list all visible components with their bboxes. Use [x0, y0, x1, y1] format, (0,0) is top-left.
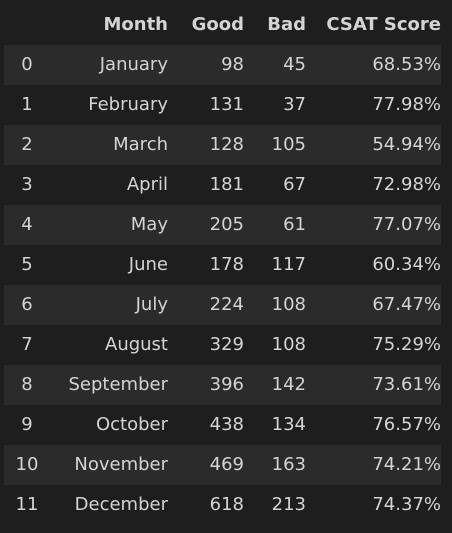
table-row: 5 June 178 117 60.34%	[4, 245, 441, 285]
table-row: 10 November 469 163 74.21%	[4, 445, 441, 485]
bad-cell: 213	[244, 485, 306, 525]
month-cell: May	[50, 205, 168, 245]
table-row: 3 April 181 67 72.98%	[4, 165, 441, 205]
table-header: Month Good Bad CSAT Score	[4, 5, 441, 45]
good-cell: 224	[168, 285, 244, 325]
month-cell: December	[50, 485, 168, 525]
table-row: 0 January 98 45 68.53%	[4, 45, 441, 85]
csat-score-cell: 73.61%	[306, 365, 441, 405]
header-month: Month	[50, 5, 168, 45]
bad-cell: 105	[244, 125, 306, 165]
row-index-cell: 10	[4, 445, 50, 485]
month-cell: February	[50, 85, 168, 125]
bad-cell: 117	[244, 245, 306, 285]
month-cell: November	[50, 445, 168, 485]
csat-score-cell: 76.57%	[306, 405, 441, 445]
bad-cell: 67	[244, 165, 306, 205]
table-row: 2 March 128 105 54.94%	[4, 125, 441, 165]
bad-cell: 108	[244, 285, 306, 325]
table-row: 6 July 224 108 67.47%	[4, 285, 441, 325]
good-cell: 329	[168, 325, 244, 365]
row-index-cell: 6	[4, 285, 50, 325]
row-index-cell: 2	[4, 125, 50, 165]
header-index	[4, 5, 50, 45]
row-index-cell: 1	[4, 85, 50, 125]
bad-cell: 142	[244, 365, 306, 405]
good-cell: 178	[168, 245, 244, 285]
table-row: 7 August 329 108 75.29%	[4, 325, 441, 365]
csat-score-cell: 77.07%	[306, 205, 441, 245]
csat-score-cell: 74.21%	[306, 445, 441, 485]
good-cell: 469	[168, 445, 244, 485]
bad-cell: 37	[244, 85, 306, 125]
good-cell: 205	[168, 205, 244, 245]
csat-score-cell: 68.53%	[306, 45, 441, 85]
header-bad: Bad	[244, 5, 306, 45]
table-row: 1 February 131 37 77.98%	[4, 85, 441, 125]
month-cell: April	[50, 165, 168, 205]
table-row: 9 October 438 134 76.57%	[4, 405, 441, 445]
month-cell: September	[50, 365, 168, 405]
row-index-cell: 0	[4, 45, 50, 85]
row-index-cell: 3	[4, 165, 50, 205]
bad-cell: 45	[244, 45, 306, 85]
month-cell: March	[50, 125, 168, 165]
table-row: 11 December 618 213 74.37%	[4, 485, 441, 525]
row-index-cell: 4	[4, 205, 50, 245]
good-cell: 618	[168, 485, 244, 525]
header-good: Good	[168, 5, 244, 45]
csat-score-cell: 77.98%	[306, 85, 441, 125]
good-cell: 396	[168, 365, 244, 405]
row-index-cell: 9	[4, 405, 50, 445]
csat-score-cell: 72.98%	[306, 165, 441, 205]
csat-score-cell: 75.29%	[306, 325, 441, 365]
header-csat-score: CSAT Score	[306, 5, 441, 45]
bad-cell: 61	[244, 205, 306, 245]
csat-score-cell: 60.34%	[306, 245, 441, 285]
row-index-cell: 8	[4, 365, 50, 405]
csat-score-cell: 74.37%	[306, 485, 441, 525]
row-index-cell: 11	[4, 485, 50, 525]
table-row: 8 September 396 142 73.61%	[4, 365, 441, 405]
dataframe-table: Month Good Bad CSAT Score 0 January 98 45 68…	[4, 5, 441, 525]
good-cell: 438	[168, 405, 244, 445]
month-cell: July	[50, 285, 168, 325]
month-cell: January	[50, 45, 168, 85]
month-cell: August	[50, 325, 168, 365]
csat-score-cell: 67.47%	[306, 285, 441, 325]
good-cell: 128	[168, 125, 244, 165]
row-index-cell: 7	[4, 325, 50, 365]
month-cell: June	[50, 245, 168, 285]
table-row: 4 May 205 61 77.07%	[4, 205, 441, 245]
month-cell: October	[50, 405, 168, 445]
bad-cell: 163	[244, 445, 306, 485]
good-cell: 181	[168, 165, 244, 205]
bad-cell: 108	[244, 325, 306, 365]
table-body: 0 January 98 45 68.53% 1 February 131 37 77.98% 2 M…	[4, 45, 441, 525]
header-row: Month Good Bad CSAT Score	[4, 5, 441, 45]
good-cell: 131	[168, 85, 244, 125]
good-cell: 98	[168, 45, 244, 85]
row-index-cell: 5	[4, 245, 50, 285]
csat-score-cell: 54.94%	[306, 125, 441, 165]
bad-cell: 134	[244, 405, 306, 445]
